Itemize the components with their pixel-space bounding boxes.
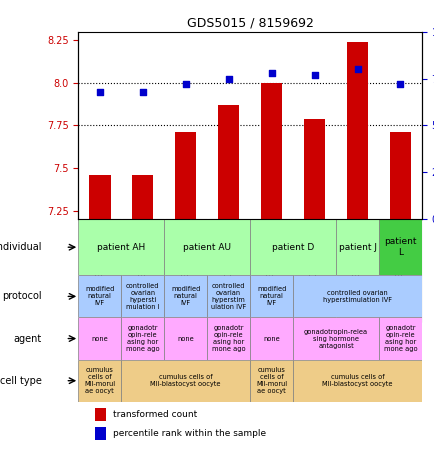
Text: modified
natural
IVF: modified natural IVF — [171, 286, 200, 306]
Text: percentile rank within the sample: percentile rank within the sample — [112, 429, 265, 438]
FancyBboxPatch shape — [250, 275, 293, 318]
FancyBboxPatch shape — [78, 318, 121, 360]
Point — [353, 66, 360, 73]
Point — [182, 81, 189, 88]
Text: transformed count: transformed count — [112, 410, 197, 419]
Point — [310, 71, 317, 78]
FancyBboxPatch shape — [122, 219, 164, 322]
Text: patient J: patient J — [338, 243, 376, 252]
Text: cumulus cells of
MII-blastocyst oocyte: cumulus cells of MII-blastocyst oocyte — [150, 374, 220, 387]
FancyBboxPatch shape — [78, 275, 121, 318]
FancyBboxPatch shape — [164, 275, 207, 318]
Point — [396, 81, 403, 88]
FancyBboxPatch shape — [250, 219, 292, 322]
Text: individual: individual — [0, 242, 42, 252]
Text: cumulus
cells of
MII-morul
ae oocyt: cumulus cells of MII-morul ae oocyt — [256, 367, 286, 394]
FancyBboxPatch shape — [293, 219, 335, 322]
Text: none: none — [177, 336, 194, 342]
Bar — [303, 119, 325, 219]
Bar — [132, 175, 153, 219]
FancyBboxPatch shape — [378, 219, 421, 322]
FancyBboxPatch shape — [250, 318, 293, 360]
Text: gonadotr
opin-rele
asing hor
mone ago: gonadotr opin-rele asing hor mone ago — [125, 325, 159, 352]
FancyBboxPatch shape — [78, 219, 164, 275]
Point — [225, 75, 232, 82]
FancyBboxPatch shape — [164, 318, 207, 360]
Text: none: none — [263, 336, 279, 342]
FancyBboxPatch shape — [207, 219, 249, 322]
FancyBboxPatch shape — [335, 219, 378, 275]
Bar — [95, 427, 105, 440]
Text: cell type: cell type — [0, 376, 42, 386]
Point — [96, 88, 103, 95]
Text: gonadotr
opin-rele
asing hor
mone ago: gonadotr opin-rele asing hor mone ago — [211, 325, 245, 352]
Text: patient AH: patient AH — [97, 243, 145, 252]
Text: cumulus
cells of
MII-morul
ae oocyt: cumulus cells of MII-morul ae oocyt — [84, 367, 115, 394]
FancyBboxPatch shape — [293, 318, 378, 360]
Text: controlled
ovarian
hyperstim
ulation IVF: controlled ovarian hyperstim ulation IVF — [210, 283, 246, 310]
Point — [139, 88, 146, 95]
Text: gonadotropin-relea
sing hormone
antagonist: gonadotropin-relea sing hormone antagoni… — [303, 328, 367, 348]
Text: agent: agent — [13, 333, 42, 343]
FancyBboxPatch shape — [207, 318, 250, 360]
Text: controlled ovarian
hyperstimulation IVF: controlled ovarian hyperstimulation IVF — [322, 290, 391, 303]
FancyBboxPatch shape — [164, 219, 206, 322]
Point — [267, 69, 274, 77]
Bar — [174, 132, 196, 219]
Text: none: none — [91, 336, 108, 342]
Bar — [217, 105, 239, 219]
FancyBboxPatch shape — [207, 275, 250, 318]
Bar — [260, 83, 282, 219]
Text: gonadotr
opin-rele
asing hor
mone ago: gonadotr opin-rele asing hor mone ago — [383, 325, 416, 352]
Title: GDS5015 / 8159692: GDS5015 / 8159692 — [186, 16, 313, 29]
Bar — [389, 132, 410, 219]
Text: patient D: patient D — [271, 243, 313, 252]
FancyBboxPatch shape — [378, 219, 421, 275]
Text: modified
natural
IVF: modified natural IVF — [85, 286, 114, 306]
FancyBboxPatch shape — [250, 360, 293, 402]
Text: controlled
ovarian
hypersti
mulation I: controlled ovarian hypersti mulation I — [126, 283, 159, 310]
FancyBboxPatch shape — [121, 275, 164, 318]
Text: cumulus cells of
MII-blastocyst oocyte: cumulus cells of MII-blastocyst oocyte — [322, 374, 392, 387]
FancyBboxPatch shape — [293, 275, 421, 318]
FancyBboxPatch shape — [250, 219, 335, 275]
FancyBboxPatch shape — [164, 219, 250, 275]
Text: modified
natural
IVF: modified natural IVF — [256, 286, 286, 306]
Bar — [89, 175, 110, 219]
Bar — [95, 408, 105, 421]
FancyBboxPatch shape — [79, 219, 121, 322]
FancyBboxPatch shape — [121, 360, 250, 402]
FancyBboxPatch shape — [335, 219, 378, 322]
FancyBboxPatch shape — [293, 360, 421, 402]
Text: patient
L: patient L — [383, 237, 416, 257]
FancyBboxPatch shape — [78, 360, 121, 402]
Bar — [346, 42, 368, 219]
FancyBboxPatch shape — [121, 318, 164, 360]
Text: protocol: protocol — [2, 291, 42, 301]
Text: patient AU: patient AU — [183, 243, 230, 252]
FancyBboxPatch shape — [378, 318, 421, 360]
